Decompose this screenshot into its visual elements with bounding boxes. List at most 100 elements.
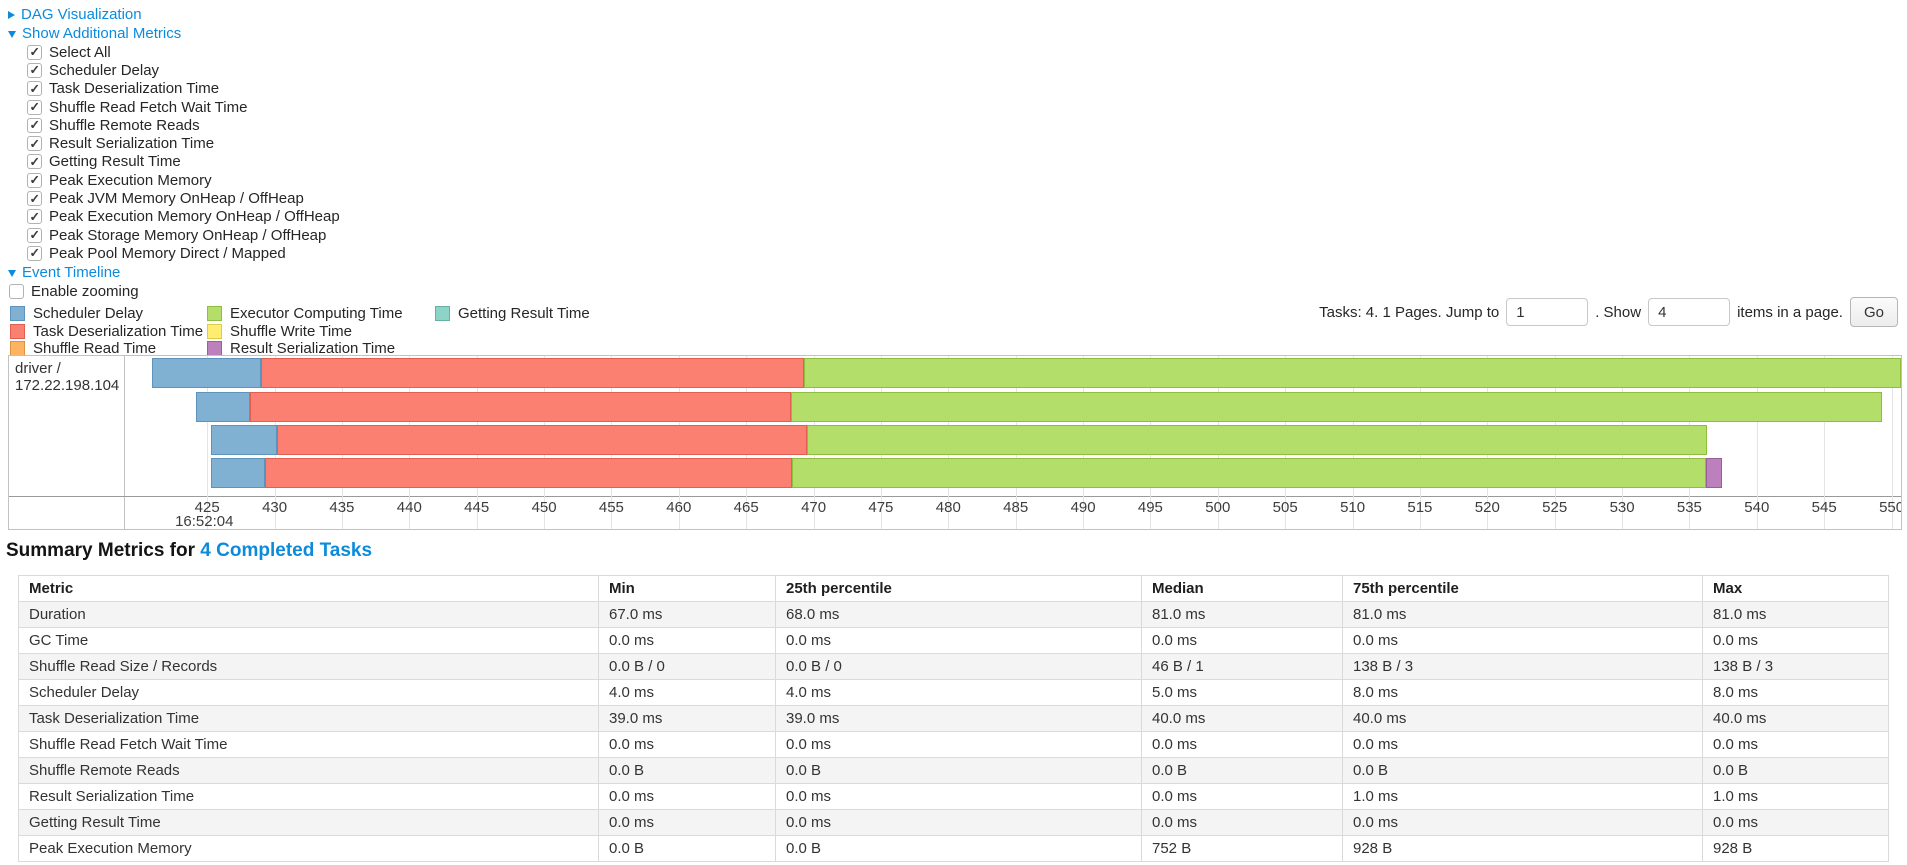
task-bar-task-deserialization-time[interactable] [250, 392, 791, 422]
items-per-page-input[interactable] [1648, 298, 1731, 326]
metric-value-cell: 0.0 ms [1342, 731, 1703, 758]
summary-row-task-deserialization-time: Task Deserialization Time 39.0 ms 39.0 ms 4… [18, 705, 1889, 732]
task-bar-executor-computing-time[interactable] [806, 425, 1707, 455]
legend-swatch-icon [10, 306, 25, 322]
axis-tick-label: 515 [1407, 499, 1433, 516]
checkbox-task-deserialization-time[interactable] [27, 81, 42, 97]
legend-item-task-deserialization-time: Task Deserialization Time [10, 323, 207, 341]
checkbox-peak-jvm-memory-onheap-offheap[interactable] [27, 191, 42, 207]
metric-name-cell: Getting Result Time [18, 809, 599, 836]
metric-name-cell: Result Serialization Time [18, 783, 599, 810]
show-label: . Show [1595, 303, 1642, 321]
checkbox-select-all[interactable] [27, 44, 42, 60]
metric-value-cell: 0.0 B / 0 [598, 653, 776, 680]
legend-label: Scheduler Delay [33, 305, 144, 323]
expand-arrow-icon [8, 10, 15, 19]
task-bar-executor-computing-time[interactable] [790, 392, 1883, 422]
metric-checkbox-row: Peak Storage Memory OnHeap / OffHeap [8, 226, 340, 244]
task-bar-task-deserialization-time[interactable] [261, 358, 805, 388]
task-bar-scheduler-delay[interactable] [211, 425, 278, 455]
task-bar-task-deserialization-time[interactable] [277, 425, 807, 455]
task-bar-result-serialization-time[interactable] [1705, 458, 1722, 488]
completed-tasks-link[interactable]: 4 Completed Tasks [200, 540, 373, 561]
metric-value-cell: 81.0 ms [1141, 601, 1343, 628]
metric-value-cell: 8.0 ms [1702, 679, 1889, 706]
tasks-pagination: Tasks: 4. 1 Pages. Jump to . Show items … [1319, 297, 1898, 327]
checkbox-scheduler-delay[interactable] [27, 62, 42, 78]
enable-zooming-checkbox[interactable] [9, 283, 24, 299]
metric-value-cell: 138 B / 3 [1342, 653, 1703, 680]
checkbox-peak-execution-memory[interactable] [27, 172, 42, 188]
axis-tick-label: 465 [733, 499, 759, 516]
metric-value-cell: 0.0 ms [775, 809, 1142, 836]
task-bar-task-deserialization-time[interactable] [265, 458, 792, 488]
jump-to-page-input[interactable] [1506, 298, 1589, 326]
checkbox-label: Getting Result Time [49, 153, 181, 171]
checkbox-shuffle-read-fetch-wait-time[interactable] [27, 99, 42, 115]
metric-value-cell: 0.0 ms [1702, 731, 1889, 758]
items-per-page-label: items in a page. [1737, 303, 1843, 321]
task-bar-executor-computing-time[interactable] [792, 458, 1706, 488]
checkbox-getting-result-time[interactable] [27, 154, 42, 170]
task-bar-scheduler-delay[interactable] [196, 392, 251, 422]
metric-value-cell: 0.0 B / 0 [775, 653, 1142, 680]
metric-value-cell: 0.0 ms [598, 783, 776, 810]
dag-visualization-link[interactable]: DAG Visualization [8, 6, 142, 23]
summary-row-gc-time: GC Time 0.0 ms 0.0 ms 0.0 ms 0.0 ms 0.0 ms [18, 627, 1889, 654]
metric-value-cell: 8.0 ms [1342, 679, 1703, 706]
legend-item-executor-computing-time: Executor Computing Time [207, 305, 435, 323]
axis-tick-label: 475 [868, 499, 894, 516]
dag-visualization-toggle[interactable]: DAG Visualization [8, 5, 340, 24]
legend-item-getting-result-time: Getting Result Time [435, 305, 590, 323]
executor-group-label: driver / 172.22.198.104 [9, 356, 125, 529]
collapse-arrow-icon [8, 269, 16, 277]
summary-row-scheduler-delay: Scheduler Delay 4.0 ms 4.0 ms 5.0 ms 8.0 ms 8… [18, 679, 1889, 706]
metric-name-cell: Scheduler Delay [18, 679, 599, 706]
checkbox-label: Scheduler Delay [49, 61, 160, 79]
metric-value-cell: 0.0 ms [1141, 731, 1343, 758]
axis-tick-label: 430 [262, 499, 288, 516]
summary-row-duration: Duration 67.0 ms 68.0 ms 81.0 ms 81.0 ms 81.0… [18, 601, 1889, 628]
checkbox-peak-pool-memory-direct-mapped[interactable] [27, 245, 42, 261]
checkbox-peak-execution-memory-onheap-offheap[interactable] [27, 209, 42, 225]
legend-label: Executor Computing Time [230, 305, 403, 323]
checkbox-label: Peak JVM Memory OnHeap / OffHeap [49, 190, 304, 208]
summary-column-header: 25th percentile [775, 575, 1142, 602]
task-bar-scheduler-delay[interactable] [211, 458, 266, 488]
metric-checkbox-row: Result Serialization Time [8, 134, 340, 152]
summary-row-shuffle-read-fetch-wait-time: Shuffle Read Fetch Wait Time 0.0 ms 0.0 ms… [18, 731, 1889, 758]
event-timeline-chart: driver / 172.22.198.104 425 430 435 440 445 4… [8, 355, 1902, 530]
checkbox-label: Shuffle Remote Reads [49, 116, 200, 134]
summary-column-header: Median [1141, 575, 1343, 602]
axis-tick-label: 525 [1542, 499, 1568, 516]
show-additional-metrics-link[interactable]: Show Additional Metrics [8, 25, 181, 42]
metric-value-cell: 81.0 ms [1702, 601, 1889, 628]
checkbox-shuffle-remote-reads[interactable] [27, 117, 42, 133]
axis-tick-label: 530 [1609, 499, 1635, 516]
task-bar-executor-computing-time[interactable] [804, 358, 1901, 388]
axis-tick-label: 425 [194, 499, 220, 516]
metric-name-cell: Shuffle Read Fetch Wait Time [18, 731, 599, 758]
checkbox-peak-storage-memory-onheap-offheap[interactable] [27, 227, 42, 243]
dag-visualization-label: DAG Visualization [21, 6, 142, 23]
axis-tick-label: 460 [666, 499, 692, 516]
metric-value-cell: 5.0 ms [1141, 679, 1343, 706]
metric-value-cell: 0.0 ms [1702, 809, 1889, 836]
event-timeline-link[interactable]: Event Timeline [8, 264, 120, 281]
metric-value-cell: 1.0 ms [1342, 783, 1703, 810]
metric-value-cell: 138 B / 3 [1702, 653, 1889, 680]
axis-tick-label: 455 [598, 499, 624, 516]
go-button[interactable]: Go [1849, 297, 1898, 327]
legend-swatch-icon [10, 341, 25, 357]
summary-row-shuffle-read-size-records: Shuffle Read Size / Records 0.0 B / 0 0.0 … [18, 653, 1889, 680]
show-additional-metrics-toggle[interactable]: Show Additional Metrics [8, 24, 340, 43]
metric-value-cell: 0.0 ms [775, 783, 1142, 810]
task-bar-scheduler-delay[interactable] [151, 358, 261, 388]
axis-tick-label: 485 [1003, 499, 1029, 516]
metric-name-cell: GC Time [18, 627, 599, 654]
checkbox-result-serialization-time[interactable] [27, 136, 42, 152]
checkbox-label: Shuffle Read Fetch Wait Time [49, 98, 248, 116]
event-timeline-toggle[interactable]: Event Timeline [8, 263, 340, 282]
metric-checkbox-row: Select All [8, 43, 340, 61]
axis-tick-label: 450 [531, 499, 557, 516]
